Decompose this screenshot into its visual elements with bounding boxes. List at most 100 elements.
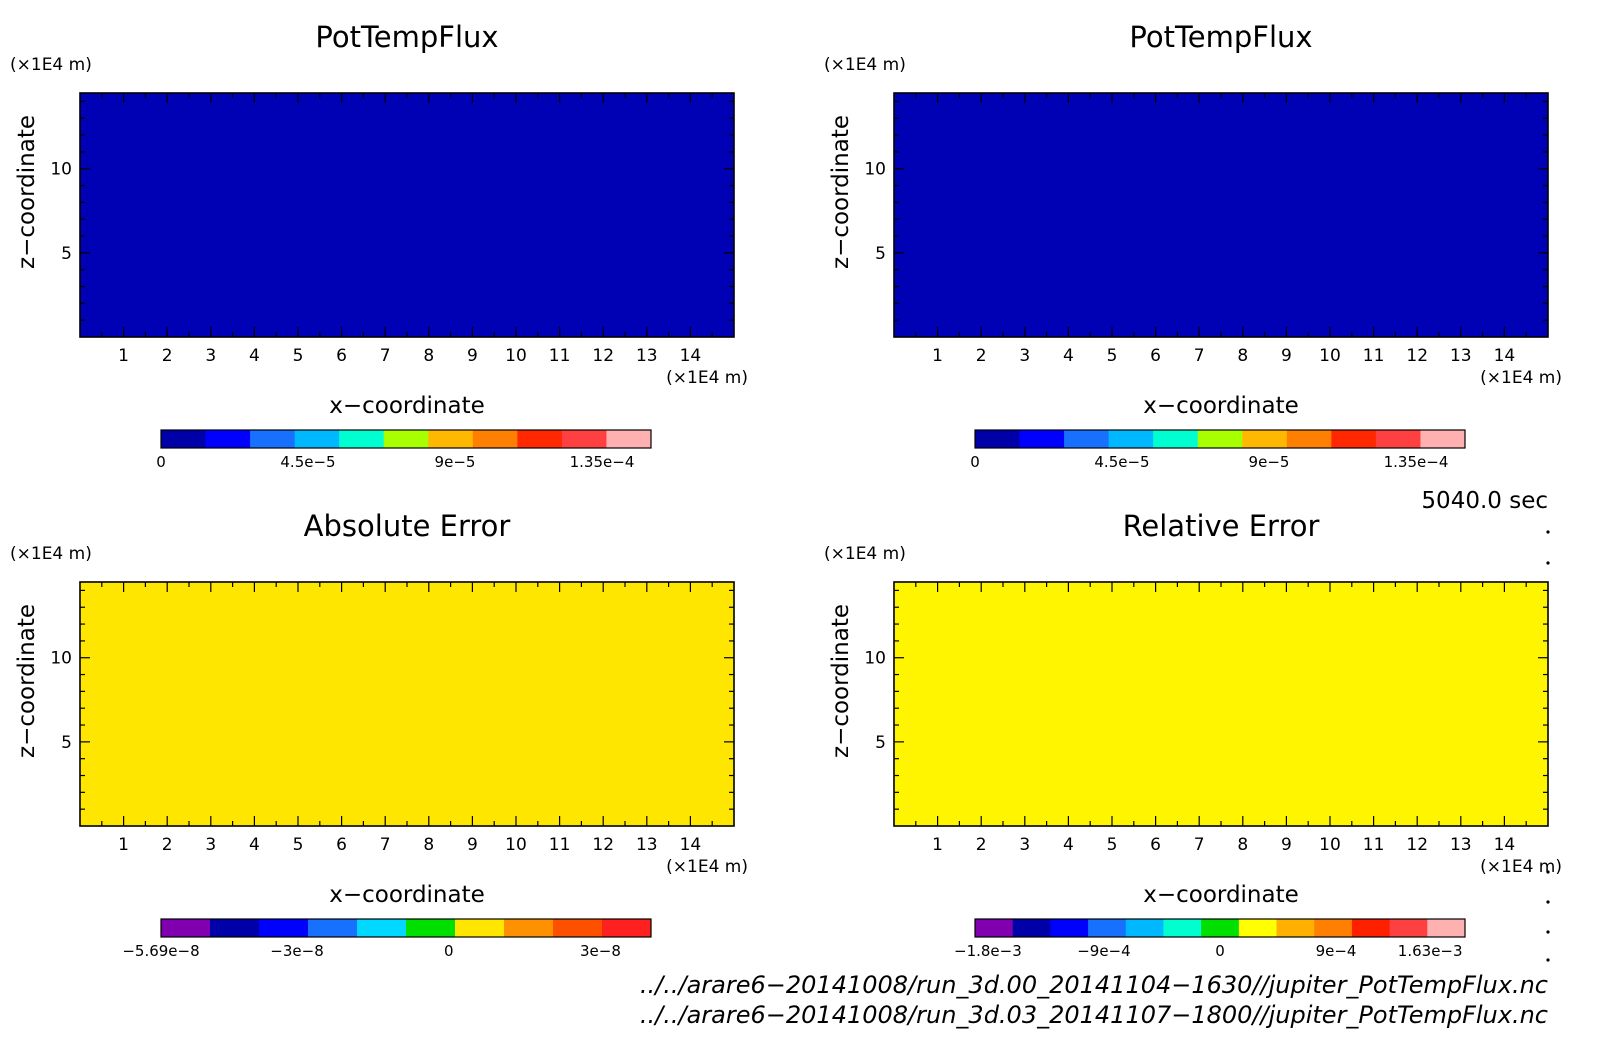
- file-path-2: ../../arare6−20141008/run_3d.03_20141107…: [640, 1001, 1548, 1029]
- colorbar-frame: [974, 918, 1466, 938]
- heatmap-field: [80, 582, 734, 826]
- x-tick-label: 6: [336, 346, 347, 366]
- colorbar-frame: [160, 429, 652, 449]
- x-unit-label: (×1E4 m): [666, 368, 748, 388]
- margin-dot: [1546, 930, 1550, 934]
- colorbar-swatch: [517, 430, 563, 448]
- x-tick-label: 4: [249, 346, 260, 366]
- heatmap-field: [894, 582, 1548, 826]
- x-tick-label: 14: [680, 835, 702, 855]
- colorbar-swatch: [1012, 919, 1051, 937]
- x-tick-label: 12: [592, 346, 614, 366]
- colorbar-swatch: [1197, 430, 1243, 448]
- x-tick-label: 3: [205, 346, 216, 366]
- colorbar-label: −1.8e−3: [954, 942, 1022, 960]
- colorbar-swatch: [161, 919, 211, 937]
- x-tick-label: 11: [1363, 835, 1385, 855]
- colorbar-label: −5.69e−8: [122, 942, 199, 960]
- colorbar-swatch: [428, 430, 474, 448]
- chart-panel: PotTempFlux(×1E4 m)1 2 3 4 5 6 7 8 9 10 11 12 13 1451…: [824, 20, 1562, 471]
- colorbar-frame: [974, 429, 1466, 449]
- colorbar-swatch: [1163, 919, 1202, 937]
- colorbar-swatch: [975, 430, 1021, 448]
- colorbar-swatch: [259, 919, 309, 937]
- chart-panel: PotTempFlux(×1E4 m)1 2 3 4 5 6 7 8 9 10 11 12 13 1451…: [10, 20, 748, 471]
- x-tick-label: 10: [505, 346, 527, 366]
- colorbar-swatch: [339, 430, 385, 448]
- x-tick-label: 6: [336, 835, 347, 855]
- x-tick-label: 7: [1194, 835, 1205, 855]
- x-tick-label: 4: [1063, 835, 1074, 855]
- x-tick-label: 4: [249, 835, 260, 855]
- x-tick-label: 3: [1019, 835, 1030, 855]
- x-tick-label: 8: [1237, 346, 1248, 366]
- x-tick-label: 13: [1450, 346, 1472, 366]
- colorbar-swatch: [406, 919, 456, 937]
- x-tick-label: 11: [549, 346, 571, 366]
- x-tick-label: 1: [932, 835, 943, 855]
- x-tick-label: 8: [1237, 835, 1248, 855]
- colorbar-swatch: [161, 430, 207, 448]
- chart-title: Relative Error: [1123, 509, 1320, 543]
- x-tick-label: 11: [1363, 346, 1385, 366]
- colorbar-label: 0: [156, 453, 166, 471]
- colorbar-swatch: [975, 919, 1014, 937]
- colorbar-swatch: [1389, 919, 1428, 937]
- colorbar-label: 0: [970, 453, 980, 471]
- x-tick-label: 1: [118, 835, 129, 855]
- colorbar-swatch: [1420, 430, 1466, 448]
- x-tick-label: 10: [1319, 835, 1341, 855]
- margin-dot: [1546, 900, 1550, 904]
- x-axis-label: x−coordinate: [329, 393, 485, 419]
- colorbar-swatch: [1088, 919, 1127, 937]
- x-tick-label: 8: [423, 835, 434, 855]
- colorbar-swatch: [308, 919, 358, 937]
- x-tick-label: 12: [1406, 835, 1428, 855]
- x-tick-label: 5: [293, 346, 304, 366]
- file-path-1: ../../arare6−20141008/run_3d.00_20141104…: [640, 971, 1548, 999]
- y-axis-label: z−coordinate: [828, 604, 854, 758]
- chart-title: Absolute Error: [304, 509, 511, 543]
- x-tick-label: 7: [1194, 346, 1205, 366]
- x-unit-label: (×1E4 m): [1480, 857, 1562, 877]
- colorbar-label: 1.35e−4: [1384, 453, 1449, 471]
- y-axis-label: z−coordinate: [14, 604, 40, 758]
- colorbar-swatch: [1050, 919, 1089, 937]
- x-tick-label: 2: [162, 835, 173, 855]
- x-axis-label: x−coordinate: [329, 882, 485, 908]
- x-tick-label: 13: [636, 346, 658, 366]
- x-tick-label: 9: [1281, 346, 1292, 366]
- x-tick-label: 8: [423, 346, 434, 366]
- colorbar-label: 1.63e−3: [1398, 942, 1463, 960]
- colorbar-swatch: [1108, 430, 1154, 448]
- x-tick-label: 4: [1063, 346, 1074, 366]
- x-tick-label: 6: [1150, 835, 1161, 855]
- colorbar-swatch: [1314, 919, 1353, 937]
- x-tick-label: 9: [467, 835, 478, 855]
- colorbar-swatch: [1242, 430, 1288, 448]
- y-tick-label: 10: [864, 649, 886, 669]
- x-tick-label: 6: [1150, 346, 1161, 366]
- x-tick-label: 12: [1406, 346, 1428, 366]
- colorbar-swatch: [455, 919, 505, 937]
- y-tick-label: 5: [61, 244, 72, 264]
- chart-panel: Absolute Error(×1E4 m)1 2 3 4 5 6 7 8 9 10 11 12 13 1…: [10, 509, 748, 960]
- x-tick-label: 9: [467, 346, 478, 366]
- colorbar-swatch: [561, 430, 607, 448]
- colorbar-swatch: [1276, 919, 1315, 937]
- colorbar-swatch: [1351, 919, 1391, 937]
- colorbar-swatch: [1238, 919, 1278, 937]
- colorbar-swatch: [1286, 430, 1332, 448]
- x-tick-label: 2: [976, 835, 987, 855]
- heatmap-field: [80, 93, 734, 337]
- margin-dot: [1546, 530, 1550, 534]
- colorbar-label: 1.35e−4: [570, 453, 635, 471]
- x-tick-label: 3: [205, 835, 216, 855]
- y-tick-label: 5: [875, 733, 886, 753]
- colorbar-swatch: [1375, 430, 1421, 448]
- x-tick-label: 5: [1107, 346, 1118, 366]
- y-unit-label: (×1E4 m): [824, 544, 906, 564]
- x-tick-label: 14: [1494, 835, 1516, 855]
